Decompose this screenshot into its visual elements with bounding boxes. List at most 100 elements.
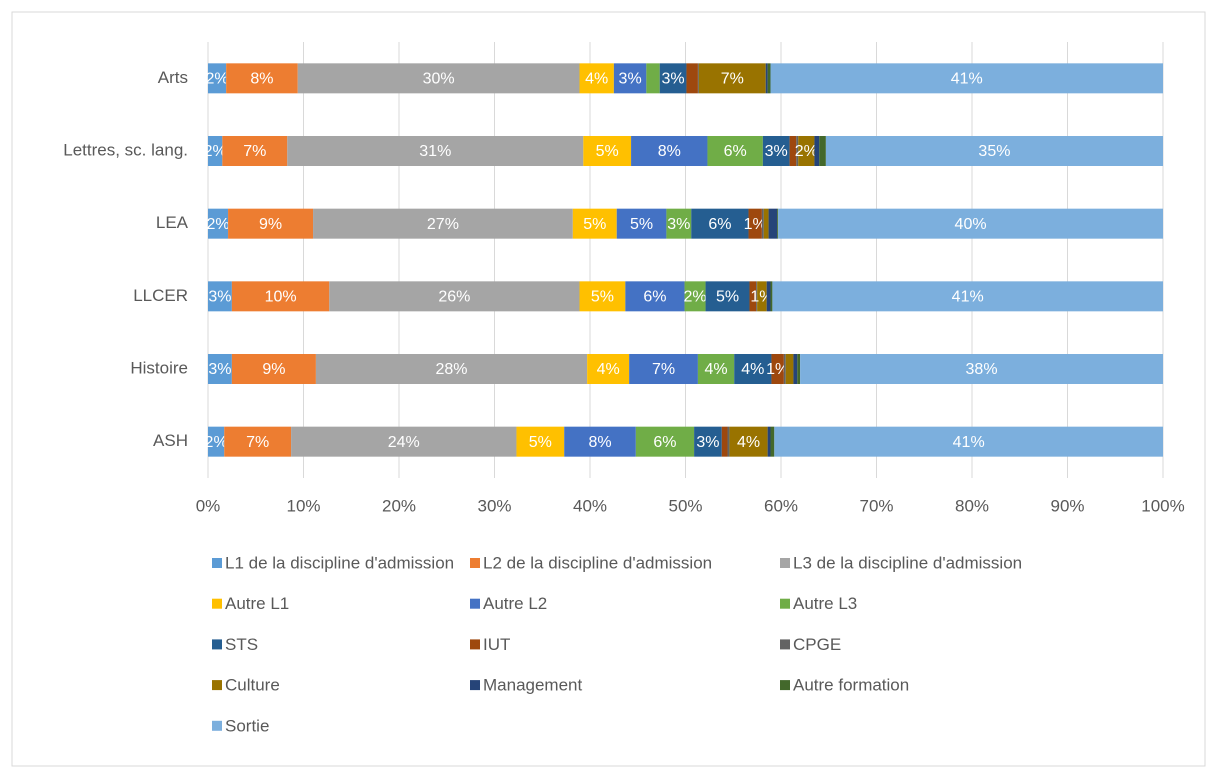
chart-frame: [11, 11, 1206, 767]
bar-segment: [767, 63, 771, 94]
bar-segment: [774, 426, 1163, 457]
value-label: 2%: [204, 143, 227, 160]
bar-segment: [770, 281, 773, 312]
category-label: Lettres, sc. lang.: [63, 140, 188, 159]
category-label: ASH: [153, 431, 188, 450]
bar-segment: [796, 136, 799, 166]
category-label: Histoire: [130, 358, 188, 377]
bar-segment: [819, 136, 826, 166]
bar-segment: [228, 208, 314, 239]
value-label: 27%: [427, 216, 459, 233]
bar-segment: [516, 426, 565, 457]
bar-segment: [694, 426, 722, 457]
bar-segment: [767, 426, 771, 457]
bar-segment: [763, 208, 769, 239]
bar-segment: [635, 426, 695, 457]
bar-segment: [705, 281, 750, 312]
bar-segment: [793, 354, 798, 384]
value-label: 30%: [423, 71, 455, 88]
legend-swatch: [212, 558, 222, 568]
x-tick-label: 40%: [573, 496, 607, 515]
legend-label: Autre L3: [793, 594, 857, 613]
legend-swatch: [212, 680, 222, 691]
x-tick-label: 70%: [859, 496, 893, 515]
value-label: 3%: [208, 289, 231, 306]
bar-segment: [770, 63, 1163, 94]
value-label: 4%: [597, 361, 620, 378]
value-label: 7%: [243, 143, 266, 160]
bar-segment: [666, 208, 692, 239]
value-label: 6%: [724, 143, 747, 160]
bar-segment: [222, 136, 288, 166]
value-label: 6%: [643, 289, 666, 306]
bar-segment: [291, 426, 517, 457]
legend-swatch: [780, 639, 790, 650]
value-label: 4%: [737, 434, 760, 451]
bar-segment: [208, 208, 229, 239]
legend-swatch: [780, 680, 790, 691]
legend-label: Sortie: [225, 716, 269, 735]
bar-segment: [329, 281, 580, 312]
legend-swatch: [780, 558, 790, 568]
bar-segment: [778, 208, 1163, 239]
x-tick-label: 30%: [477, 496, 511, 515]
bar-segment: [729, 426, 768, 457]
value-label: 35%: [978, 143, 1010, 160]
value-label: 5%: [596, 143, 619, 160]
bar-segment: [777, 208, 779, 239]
bar-segment: [208, 136, 223, 166]
legend-label: Autre L2: [483, 594, 547, 613]
value-label: 2%: [206, 71, 229, 88]
bar-segment: [226, 63, 298, 94]
bar-segment: [814, 136, 820, 166]
bar-segment: [765, 63, 768, 94]
bar-segment: [208, 354, 232, 384]
x-tick-label: 60%: [764, 496, 798, 515]
bar-segment: [789, 136, 797, 166]
legend-swatch: [212, 720, 222, 731]
legend-label: Management: [483, 676, 583, 695]
legend-swatch: [212, 598, 222, 609]
value-label: 8%: [250, 71, 273, 88]
value-label: 26%: [438, 289, 470, 306]
legend-label: Autre formation: [793, 676, 909, 695]
bar-segment: [691, 208, 749, 239]
value-label: 8%: [658, 143, 681, 160]
legend-label: IUT: [483, 635, 510, 654]
bar-segment: [583, 136, 632, 166]
value-label: 3%: [208, 361, 231, 378]
value-label: 41%: [953, 434, 985, 451]
value-label: 1%: [766, 361, 789, 378]
value-label: 10%: [265, 289, 297, 306]
x-tick-label: 80%: [955, 496, 989, 515]
value-label: 3%: [619, 71, 642, 88]
x-tick-label: 90%: [1050, 496, 1084, 515]
bar-segment: [224, 426, 292, 457]
bar-segment: [772, 281, 1163, 312]
bar-segment: [697, 354, 735, 384]
category-label: LEA: [156, 213, 189, 232]
legend-label: L3 de la discipline d'admission: [793, 553, 1022, 572]
value-label: 7%: [246, 434, 269, 451]
value-label: 24%: [388, 434, 420, 451]
bar-segment: [587, 354, 630, 384]
value-label: 5%: [630, 216, 653, 233]
bar-segment: [757, 281, 767, 312]
value-label: 38%: [966, 361, 998, 378]
bar-segment: [686, 63, 698, 94]
bar-segment: [684, 281, 706, 312]
bar-segment: [315, 354, 588, 384]
bar-segment: [616, 208, 667, 239]
value-label: 3%: [667, 216, 690, 233]
value-label: 7%: [721, 71, 744, 88]
legend-label: L2 de la discipline d'admission: [483, 553, 712, 572]
bar-segment: [631, 136, 708, 166]
bar-segment: [797, 354, 801, 384]
value-label: 5%: [529, 434, 552, 451]
bar-segment: [579, 63, 614, 94]
bar-segment: [659, 63, 687, 94]
value-label: 2%: [795, 143, 818, 160]
value-label: 3%: [662, 71, 685, 88]
value-label: 9%: [262, 361, 285, 378]
